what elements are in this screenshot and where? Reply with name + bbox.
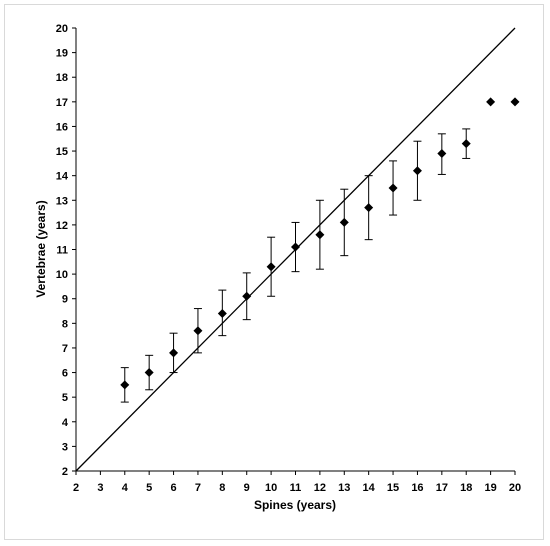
x-tick-label: 20 <box>509 482 521 494</box>
data-point-diamond <box>242 291 252 301</box>
x-tick-label: 7 <box>195 482 201 494</box>
y-tick-label: 7 <box>62 343 68 355</box>
data-point-diamond <box>486 97 496 107</box>
data-point-diamond <box>193 326 203 336</box>
x-tick-label: 11 <box>290 482 302 494</box>
y-tick-label: 4 <box>62 417 69 429</box>
x-tick-label: 3 <box>97 482 103 494</box>
y-tick-label: 20 <box>56 23 68 35</box>
data-point-diamond <box>437 149 447 159</box>
x-tick-label: 10 <box>265 482 277 494</box>
y-tick-label: 11 <box>56 245 68 257</box>
x-tick-label: 14 <box>363 482 376 494</box>
x-tick-label: 15 <box>387 482 399 494</box>
data-point-diamond <box>510 97 520 107</box>
error-bars <box>120 128 471 403</box>
y-tick-label: 18 <box>56 72 68 84</box>
y-axis-ticks: 2 3 4 5 6 7 8 9 10 11 12 13 14 15 16 17 18 19 20 <box>56 23 76 478</box>
data-point-diamond <box>461 139 471 149</box>
x-tick-label: 6 <box>170 482 176 494</box>
y-tick-label: 17 <box>56 97 68 109</box>
data-point-diamond <box>144 368 154 378</box>
data-point-diamond <box>339 217 349 227</box>
x-tick-label: 2 <box>73 482 79 494</box>
y-tick-label: 13 <box>56 195 68 207</box>
x-tick-label: 13 <box>338 482 350 494</box>
data-point-diamond <box>388 183 398 193</box>
y-tick-label: 8 <box>62 318 68 330</box>
y-tick-label: 5 <box>62 392 68 404</box>
chart-frame <box>4 4 544 540</box>
data-point-diamond <box>120 380 130 390</box>
y-tick-label: 12 <box>56 220 68 232</box>
y-tick-label: 10 <box>56 269 68 281</box>
x-axis-label: Spines (years) <box>254 498 336 512</box>
x-tick-label: 4 <box>122 482 129 494</box>
data-point-diamond <box>217 308 227 318</box>
x-tick-label: 5 <box>146 482 152 494</box>
y-tick-label: 19 <box>56 48 68 60</box>
x-axis-ticks: 2 3 4 5 6 7 8 9 10 11 12 13 14 15 16 17 18 19 20 <box>73 471 521 494</box>
data-point-diamond <box>364 203 374 213</box>
x-tick-label: 8 <box>219 482 225 494</box>
y-tick-label: 6 <box>62 368 68 380</box>
y-tick-label: 14 <box>56 171 69 183</box>
x-tick-label: 18 <box>460 482 472 494</box>
y-tick-label: 9 <box>62 294 68 306</box>
data-point-diamond <box>315 230 325 240</box>
x-tick-label: 12 <box>314 482 326 494</box>
data-points <box>120 97 520 390</box>
x-tick-label: 17 <box>436 482 448 494</box>
x-tick-label: 19 <box>484 482 496 494</box>
y-tick-label: 2 <box>62 466 68 478</box>
y-tick-label: 15 <box>56 146 68 158</box>
y-axis-label: Vertebrae (years) <box>34 200 48 297</box>
y-tick-label: 16 <box>56 121 68 133</box>
x-tick-label: 9 <box>244 482 250 494</box>
data-point-diamond <box>412 166 422 176</box>
data-point-diamond <box>291 242 300 252</box>
data-point-diamond <box>266 262 276 272</box>
x-tick-label: 16 <box>411 482 423 494</box>
data-point-diamond <box>169 348 179 358</box>
y-tick-label: 3 <box>62 441 68 453</box>
